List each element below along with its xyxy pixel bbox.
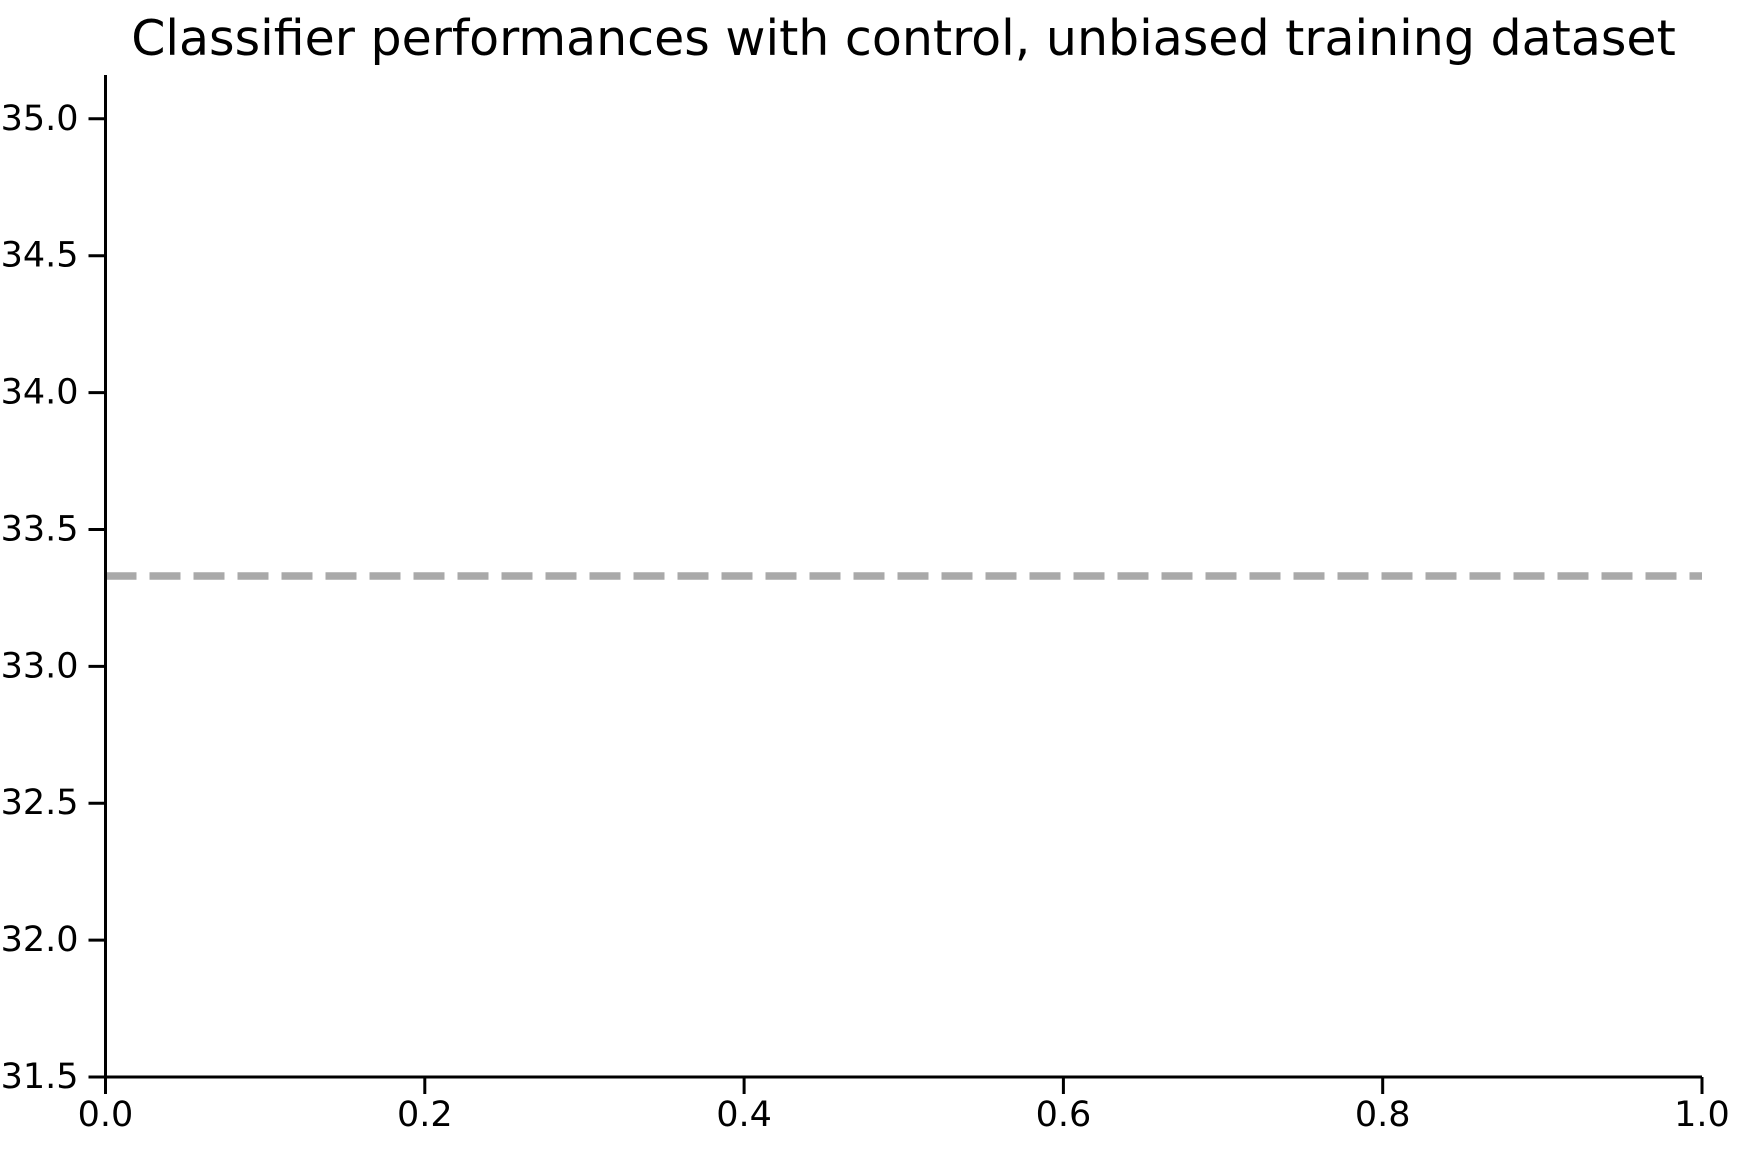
y-tick-label: 32.0 [1,920,79,960]
x-tick-label: 0.2 [397,1095,453,1135]
y-tick-label: 33.5 [1,509,79,549]
x-tick-label: 1.0 [1674,1095,1730,1135]
y-tick-label: 35.0 [1,99,79,139]
y-tick-label: 31.5 [1,1057,79,1097]
y-tick-label: 33.0 [1,646,79,686]
y-tick-label: 34.5 [1,236,79,276]
x-tick-label: 0.8 [1355,1095,1411,1135]
x-tick-label: 0.4 [716,1095,772,1135]
x-tick-label: 0.6 [1036,1095,1092,1135]
x-tick-label: 0.0 [78,1095,134,1135]
y-tick-label: 34.0 [1,373,79,413]
chart-title: Classifier performances with control, un… [131,10,1676,67]
y-tick-label: 32.5 [1,783,79,823]
